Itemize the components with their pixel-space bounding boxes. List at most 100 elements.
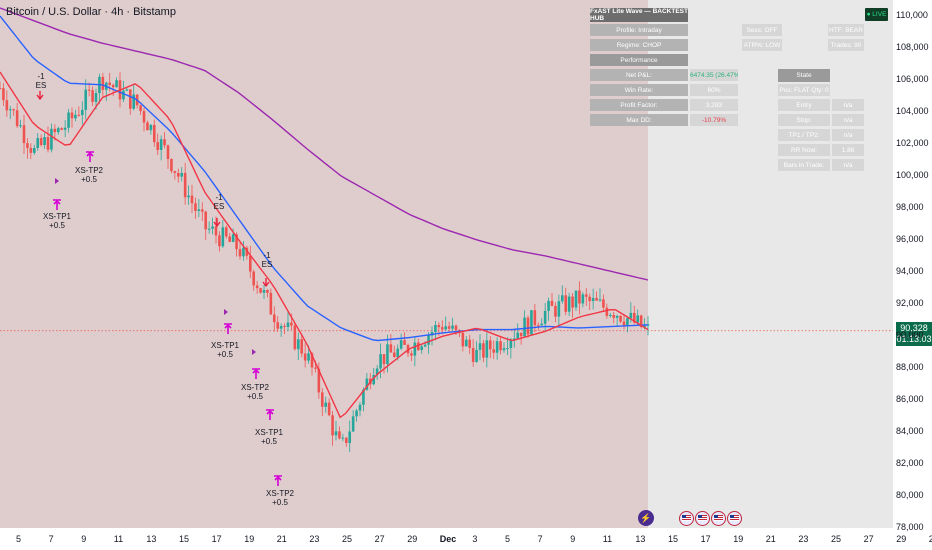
x-tick-label: 15 <box>668 534 679 544</box>
candle-body <box>375 368 379 375</box>
candle-body <box>461 332 465 347</box>
us-flag-event-icon[interactable] <box>711 511 726 526</box>
candle-body <box>77 114 81 116</box>
y-tick-label: 94,000 <box>896 266 924 276</box>
us-flag-event-icon[interactable] <box>695 511 710 526</box>
candle-body <box>262 289 266 293</box>
candle-body <box>564 295 568 312</box>
candle-body <box>578 290 581 304</box>
x-tick-label: 11 <box>602 534 613 544</box>
candle-body <box>581 294 585 304</box>
candle-body <box>320 392 324 407</box>
live-badge: ● LIVE <box>865 8 888 21</box>
x-tick-label: 5 <box>505 534 511 544</box>
candle-body <box>471 347 475 362</box>
candle-body <box>218 235 221 247</box>
candle-body <box>111 84 115 88</box>
candle-body <box>32 147 36 153</box>
take-profit-marker-icon <box>274 475 282 486</box>
candle-body <box>547 300 550 311</box>
candle-body <box>296 339 300 350</box>
candle-body <box>605 307 609 316</box>
hud-profit-factor-label: Profit Factor: <box>590 99 688 111</box>
candle-body <box>362 389 365 405</box>
candle-body <box>39 138 43 146</box>
candle-body <box>300 339 304 354</box>
candle-body <box>410 353 413 356</box>
candle-body <box>197 209 201 211</box>
candle-body <box>434 324 437 333</box>
candle-body <box>187 195 190 198</box>
candle-body <box>173 171 177 173</box>
candle-body <box>519 332 523 337</box>
candle-body <box>396 348 400 358</box>
candle-body <box>629 312 633 319</box>
candle-body <box>344 437 348 443</box>
hud-rr-value: 1.86 <box>832 144 864 156</box>
us-flag-event-icon[interactable] <box>727 511 742 526</box>
x-tick-label: 13 <box>146 534 157 544</box>
y-tick-label: 80,000 <box>896 490 924 500</box>
candle-body <box>389 344 393 353</box>
exit-triangle-icon <box>55 178 59 184</box>
candle-body <box>358 404 362 411</box>
y-tick-label: 104,000 <box>896 106 929 116</box>
candle-body <box>5 100 9 111</box>
hud-profit-factor-value: 3.293 <box>690 99 738 111</box>
hud-stop-value: n/a <box>832 114 864 126</box>
take-profit-marker-icon <box>252 368 260 379</box>
candle-body <box>567 296 571 312</box>
tradingview-logo-icon[interactable]: ⚡ <box>638 510 654 526</box>
hud-win-rate-value: 60% <box>690 84 738 96</box>
signal-take-profit-2: XS-TP2 +0.5 <box>240 383 269 401</box>
candle-body <box>454 325 458 330</box>
candle-body <box>149 124 153 131</box>
take-profit-marker-icon <box>224 323 232 334</box>
candle-body <box>152 124 156 143</box>
candle-body <box>128 89 132 109</box>
candle-body <box>314 367 317 369</box>
candle-body <box>526 317 530 335</box>
candle-body <box>207 228 211 230</box>
candle-body <box>0 88 2 89</box>
y-tick-label: 106,000 <box>896 74 929 84</box>
candle-body <box>413 342 417 356</box>
candle-body <box>502 348 506 351</box>
hud-trades: Trades: 90 <box>828 39 864 51</box>
exit-triangle-icon <box>252 349 256 355</box>
us-flag-event-icon[interactable] <box>679 511 694 526</box>
x-tick-label: 13 <box>635 534 646 544</box>
y-tick-label: 86,000 <box>896 394 924 404</box>
bear-zone-shading <box>0 0 648 528</box>
candle-body <box>379 354 382 369</box>
short-entry-arrow-icon <box>36 94 44 101</box>
candle-body <box>80 109 84 116</box>
candle-body <box>372 374 376 385</box>
x-tick-label: 5 <box>16 534 22 544</box>
candle-body <box>351 416 355 432</box>
hud-bars-value: n/a <box>832 159 864 171</box>
x-tick-label: 11 <box>113 534 124 544</box>
candle-body <box>327 402 331 416</box>
candle-body <box>615 315 619 318</box>
candle-body <box>543 310 547 324</box>
candle-body <box>36 138 40 148</box>
short-entry-arrow-icon <box>262 281 270 288</box>
candle-body <box>523 317 526 337</box>
candle-body <box>643 325 646 328</box>
x-tick-label: 7 <box>537 534 543 544</box>
candle-body <box>499 341 502 351</box>
time-axis-background <box>0 528 893 550</box>
candle-body <box>166 145 170 160</box>
candle-body <box>317 368 321 393</box>
short-entry-arrow-icon <box>213 221 221 228</box>
candle-body <box>386 344 389 365</box>
x-tick-label: 9 <box>570 534 576 544</box>
candle-body <box>101 76 105 90</box>
chart-title: Bitcoin / U.S. Dollar · 4h · Bitstamp <box>6 6 176 18</box>
hud-stop-label: Stop: <box>778 114 830 126</box>
candle-body <box>204 211 208 230</box>
y-tick-label: 102,000 <box>896 138 929 148</box>
candle-body <box>423 344 427 347</box>
